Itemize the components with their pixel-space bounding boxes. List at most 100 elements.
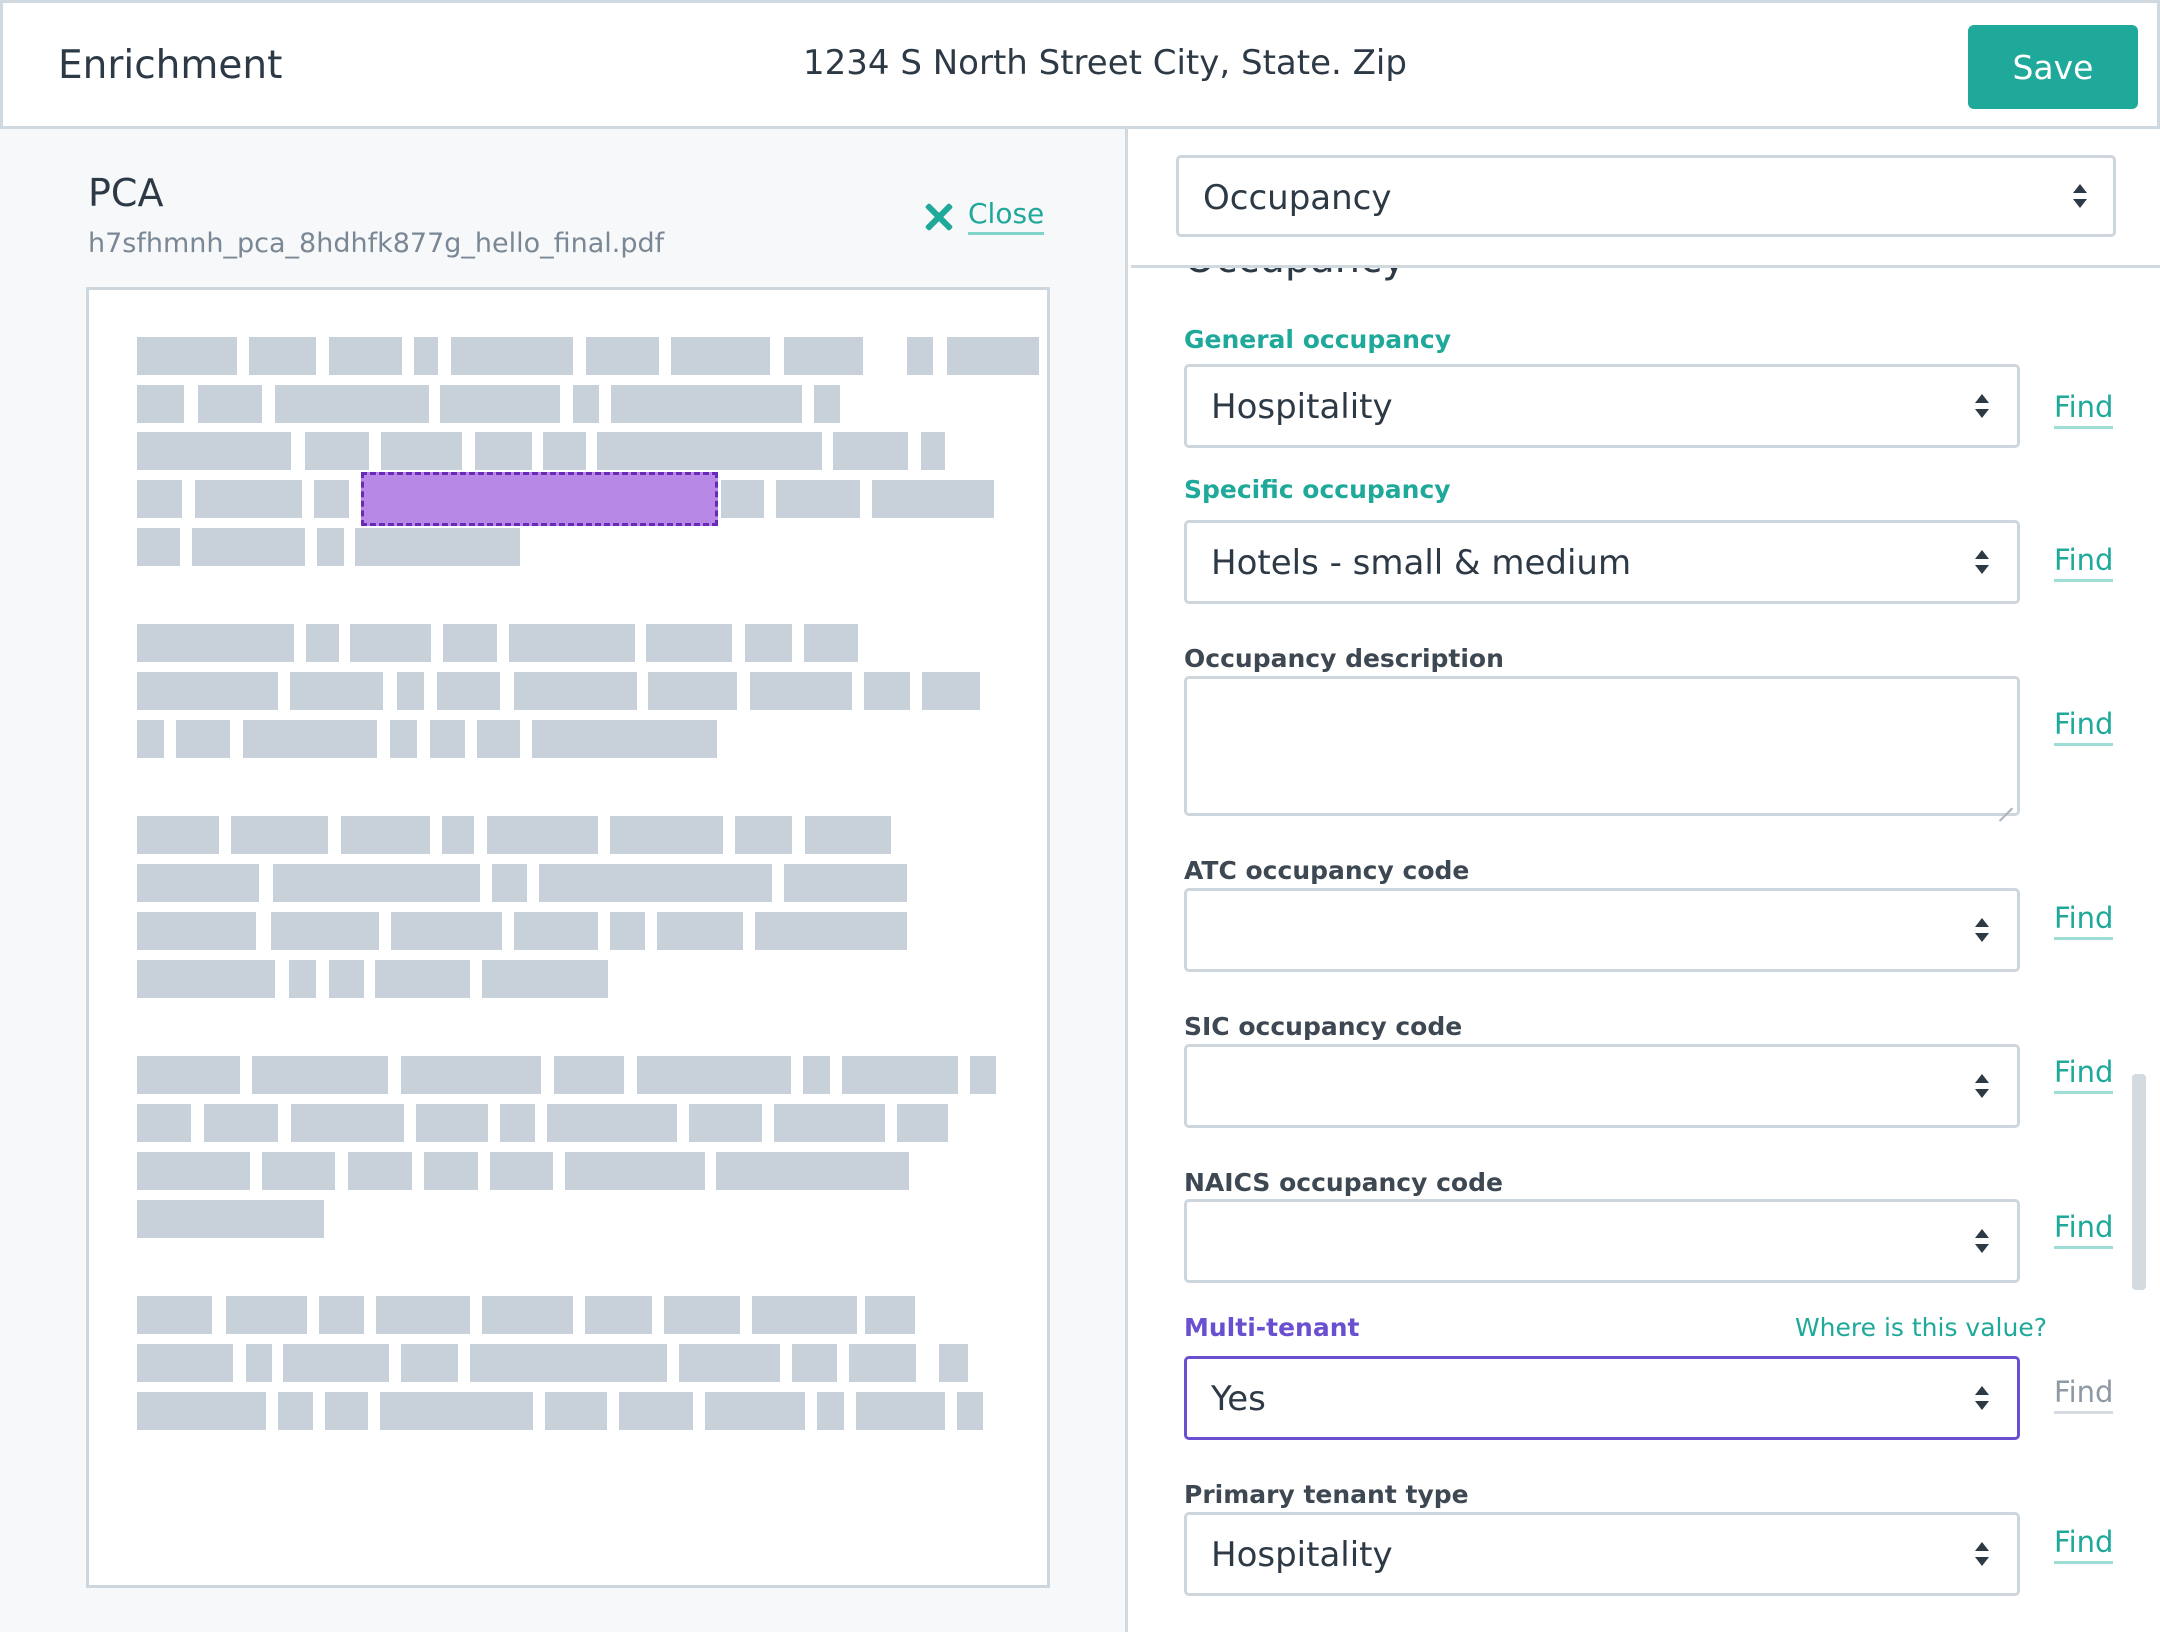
redacted-text-block (939, 1344, 968, 1382)
close-document-control[interactable]: Close (924, 197, 1045, 235)
save-button[interactable]: Save (1968, 25, 2138, 109)
redacted-text-block (381, 432, 462, 470)
redacted-text-block (514, 672, 637, 710)
redacted-text-block (437, 672, 500, 710)
redacted-text-block (137, 432, 291, 470)
redacted-text-block (137, 624, 294, 662)
find-general-occupancy-link[interactable]: Find (2054, 390, 2114, 429)
redacted-text-block (231, 816, 328, 854)
select-arrows-icon (1975, 1386, 1989, 1410)
multi-tenant-select[interactable]: Yes (1184, 1356, 2020, 1440)
document-filename: h7sfhmnh_pca_8hdhfk877g_hello_final.pdf (88, 228, 665, 259)
close-link[interactable]: Close (968, 197, 1045, 235)
redacted-text-block (817, 1392, 844, 1430)
redacted-text-block (137, 672, 278, 710)
redacted-text-block (865, 1296, 915, 1334)
redacted-text-block (341, 816, 430, 854)
redacted-text-block (547, 1104, 677, 1142)
form-scroll-area[interactable]: Occupancy General occupancy Hospitality … (1131, 268, 2160, 1632)
redacted-text-block (252, 1056, 388, 1094)
redacted-text-block (477, 720, 520, 758)
redacted-text-block (705, 1392, 805, 1430)
select-arrows-icon (1975, 1074, 1989, 1098)
redacted-text-block (176, 720, 230, 758)
top-bar: Enrichment 1234 S North Street City, Sta… (0, 0, 2160, 129)
multi-tenant-value: Yes (1211, 1379, 1266, 1419)
section-select[interactable]: Occupancy (1176, 155, 2116, 237)
redacted-text-block (355, 528, 520, 566)
redacted-text-block (137, 385, 184, 423)
redacted-text-block (137, 912, 256, 950)
redacted-text-block (646, 624, 732, 662)
redacted-text-block (610, 816, 723, 854)
redacted-text-block (482, 1296, 573, 1334)
where-is-this-value-link[interactable]: Where is this value? (1794, 1313, 2047, 1342)
redacted-text-block (283, 1344, 389, 1382)
section-bar: Occupancy (1131, 129, 2160, 268)
redacted-text-block (391, 912, 502, 950)
redacted-text-block (482, 960, 608, 998)
redacted-text-block (586, 337, 659, 375)
resize-handle-icon[interactable] (1995, 791, 2013, 809)
select-arrows-icon (1975, 394, 1989, 418)
redacted-text-block (611, 385, 802, 423)
redacted-text-block (597, 432, 822, 470)
redacted-text-block (348, 1152, 412, 1190)
find-primary-tenant-type-link[interactable]: Find (2054, 1525, 2114, 1564)
select-arrows-icon (1975, 550, 1989, 574)
scrollbar-thumb[interactable] (2132, 1074, 2146, 1290)
redacted-text-block (226, 1296, 307, 1334)
redacted-text-block (137, 1392, 266, 1430)
redacted-text-block (619, 1392, 693, 1430)
redacted-text-block (314, 480, 349, 518)
redacted-text-block (192, 528, 305, 566)
redacted-text-block (380, 1392, 533, 1430)
redacted-text-block (291, 1104, 404, 1142)
select-arrows-icon (1975, 1542, 1989, 1566)
find-atc-occupancy-code-link[interactable]: Find (2054, 901, 2114, 940)
redacted-text-block (195, 480, 302, 518)
redacted-text-block (637, 1056, 791, 1094)
find-naics-occupancy-code-link[interactable]: Find (2054, 1210, 2114, 1249)
redacted-text-block (721, 480, 764, 518)
redacted-text-block (137, 816, 219, 854)
redacted-text-block (610, 912, 645, 950)
redacted-text-block (325, 1392, 368, 1430)
redacted-text-block (317, 528, 344, 566)
value-highlight[interactable] (361, 472, 718, 526)
redacted-text-block (350, 624, 431, 662)
specific-occupancy-select[interactable]: Hotels - small & medium (1184, 520, 2020, 604)
primary-tenant-type-select[interactable]: Hospitality (1184, 1512, 2020, 1596)
select-arrows-icon (2073, 184, 2087, 208)
redacted-text-block (907, 337, 933, 375)
occupancy-description-textarea[interactable] (1184, 676, 2020, 816)
redacted-text-block (509, 624, 635, 662)
sic-occupancy-code-select[interactable] (1184, 1044, 2020, 1128)
close-icon[interactable] (924, 202, 952, 230)
redacted-text-block (947, 337, 1039, 375)
redacted-text-block (585, 1296, 652, 1334)
multi-tenant-label: Multi-tenant (1184, 1313, 1360, 1342)
redacted-text-block (514, 912, 598, 950)
redacted-text-block (137, 720, 164, 758)
redacted-text-block (776, 480, 860, 518)
document-page[interactable] (86, 287, 1050, 1588)
select-arrows-icon (1975, 918, 1989, 942)
atc-occupancy-code-select[interactable] (1184, 888, 2020, 972)
find-specific-occupancy-link[interactable]: Find (2054, 543, 2114, 582)
redacted-text-block (814, 385, 840, 423)
find-sic-occupancy-code-link[interactable]: Find (2054, 1055, 2114, 1094)
redacted-text-block (329, 960, 364, 998)
find-occupancy-description-link[interactable]: Find (2054, 707, 2114, 746)
redacted-text-block (805, 816, 891, 854)
naics-occupancy-code-select[interactable] (1184, 1199, 2020, 1283)
redacted-text-block (137, 960, 275, 998)
find-multi-tenant-link[interactable]: Find (2054, 1375, 2114, 1414)
redacted-text-block (451, 337, 573, 375)
general-occupancy-select[interactable]: Hospitality (1184, 364, 2020, 448)
redacted-text-block (246, 1344, 272, 1382)
app-title: Enrichment (58, 43, 283, 88)
redacted-text-block (565, 1152, 705, 1190)
redacted-text-block (545, 1392, 607, 1430)
redacted-text-block (470, 1344, 621, 1382)
